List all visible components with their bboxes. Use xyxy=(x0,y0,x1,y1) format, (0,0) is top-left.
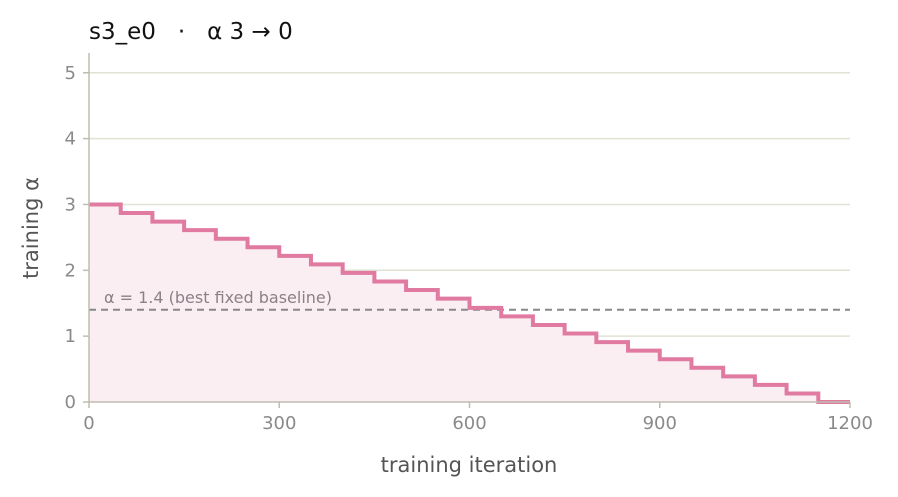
x-tick-label: 300 xyxy=(262,413,296,434)
x-tick-label: 1200 xyxy=(827,413,873,434)
chart-title: s3_e0 · α 3 → 0 xyxy=(89,19,293,45)
reference-line-label: α = 1.4 (best fixed baseline) xyxy=(104,288,332,307)
x-tick-label: 600 xyxy=(452,413,486,434)
x-axis-label: training iteration xyxy=(381,453,558,477)
y-ticks: 0 1 2 3 4 5 xyxy=(65,63,89,413)
x-tick-label: 900 xyxy=(643,413,677,434)
y-axis-label: training α xyxy=(19,177,43,279)
y-tick-label: 5 xyxy=(65,63,76,84)
y-tick-label: 1 xyxy=(65,326,76,347)
x-ticks: 0 300 600 900 1200 xyxy=(83,402,873,434)
x-tick-label: 0 xyxy=(83,413,94,434)
y-tick-label: 0 xyxy=(65,392,76,413)
y-tick-label: 2 xyxy=(65,260,76,281)
y-tick-label: 3 xyxy=(65,194,76,215)
y-tick-label: 4 xyxy=(65,129,76,150)
series-step-line xyxy=(89,202,850,404)
